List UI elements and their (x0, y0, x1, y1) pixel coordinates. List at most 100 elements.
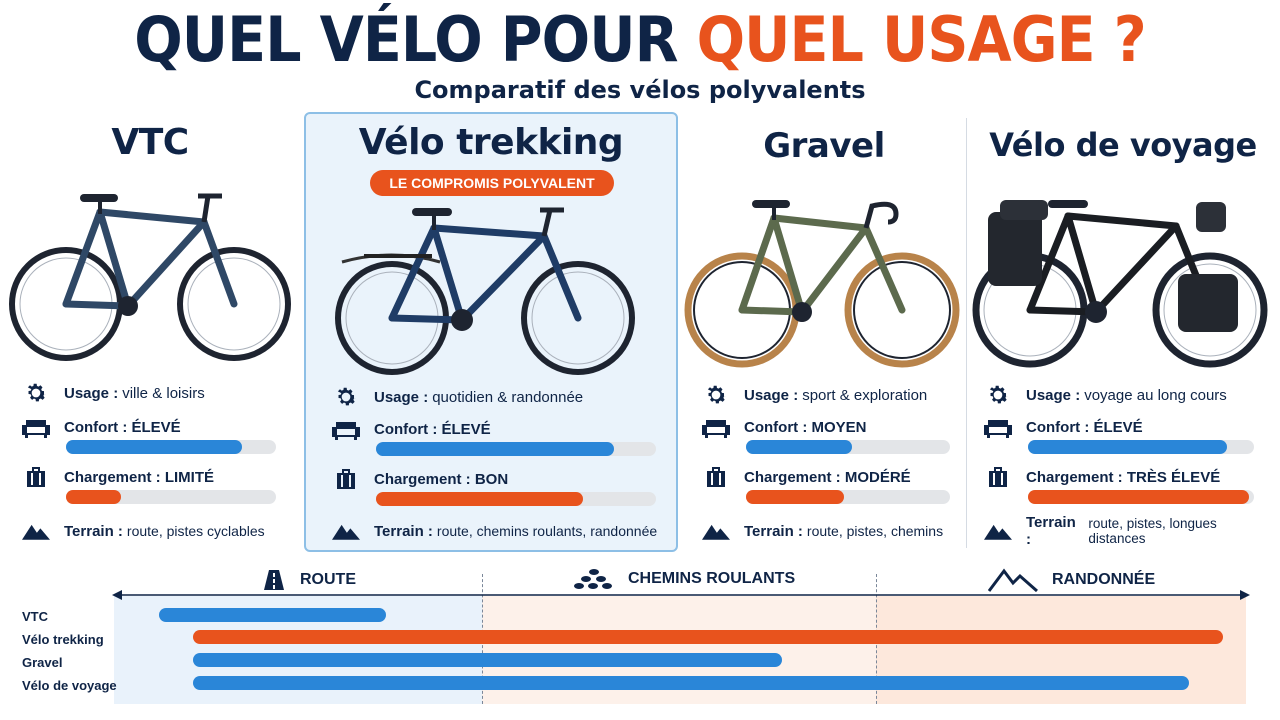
cargo-row: Chargement : BON (332, 468, 508, 490)
terrain-label: Terrain : (744, 522, 803, 540)
cargo-bar-fill (66, 490, 121, 504)
mountain-icon (702, 520, 730, 542)
usage-label: Usage : (64, 384, 119, 402)
usage-row: Usage : ville & loisirs (22, 382, 205, 404)
terrain-row-label: VTC (22, 609, 48, 624)
terrain-row-label: Vélo trekking (22, 632, 104, 647)
terrain-value: route, chemins roulants, randonnée (436, 523, 658, 539)
cargo-bar (376, 492, 656, 506)
comfort-bar (746, 440, 950, 454)
mountains-icon (988, 568, 1038, 592)
terrain-value: route, pistes, longues distances (1088, 516, 1217, 546)
bike-image-voyage (972, 200, 1268, 368)
zone-route-text: ROUTE (300, 571, 356, 588)
zone-chemins-text: CHEMINS ROULANTS (628, 570, 796, 587)
title-main: QUEL VÉLO POUR (134, 3, 678, 76)
comfort-bar-fill (376, 442, 614, 456)
sofa-icon (702, 416, 730, 438)
terrain-row: Terrain : route, pistes, chemins (702, 520, 943, 542)
comfort-bar-fill (66, 440, 243, 454)
terrain-row-label: Vélo de voyage (22, 678, 117, 693)
comfort-bar-fill (1028, 440, 1227, 454)
bike-card-voyage: Vélo de voyage Usage : voyage au long co… (970, 112, 1276, 552)
terrain-bar-trekking (193, 630, 1224, 644)
terrain-value: route, pistes cyclables (126, 523, 265, 539)
bike-card-trekking: Vélo trekking LE COMPROMIS POLYVALENT Us… (304, 112, 678, 552)
terrain-row-label: Gravel (22, 655, 63, 670)
usage-value: sport & exploration (802, 386, 928, 404)
comfort-bar (376, 442, 656, 456)
cargo-bar (746, 490, 950, 504)
usage-value: ville & loisirs (122, 384, 205, 402)
sofa-icon (22, 416, 50, 438)
scale-axis-arrow (112, 590, 1250, 600)
bike-title: Vélo trekking (358, 122, 624, 163)
terrain-label: Terrain : (374, 522, 433, 540)
usage-label: Usage : (374, 388, 429, 406)
terrain-bar-gravel (193, 653, 782, 667)
comfort-bar-fill (746, 440, 853, 454)
bike-card-gravel: Gravel Usage : sport & exploration Confo… (684, 112, 964, 552)
page-subtitle: Comparatif des vélos polyvalents (414, 76, 866, 104)
bike-image-trekking (335, 207, 635, 375)
zone-label-route: ROUTE (262, 568, 356, 592)
suitcase-icon (702, 466, 730, 488)
zone-label-chemins: CHEMINS ROULANTS (574, 568, 795, 590)
road-icon (264, 570, 284, 590)
badge-compromise: LE COMPROMIS POLYVALENT (370, 170, 614, 196)
comfort-row: Confort : ÉLEVÉ (984, 416, 1143, 438)
cargo-label: Chargement : BON (374, 470, 509, 488)
gear-icon (22, 382, 50, 404)
bike-title: Vélo de voyage (989, 126, 1257, 164)
suitcase-icon (332, 468, 360, 490)
zone-label-randonnee: RANDONNÉE (988, 568, 1155, 592)
usage-row: Usage : quotidien & randonnée (332, 386, 583, 408)
cargo-bar-fill (746, 490, 844, 504)
terrain-label: Terrain : (1026, 514, 1076, 548)
terrain-scale: ROUTE CHEMINS ROULANTS RANDONNÉE VTC Vél… (0, 566, 1280, 706)
terrain-row: Terrain : route, pistes, longues distanc… (984, 514, 1276, 548)
cargo-bar (66, 490, 276, 504)
usage-label: Usage : (744, 386, 799, 404)
cargo-bar (1028, 490, 1254, 504)
sofa-icon (984, 416, 1012, 438)
usage-row: Usage : sport & exploration (702, 384, 927, 406)
usage-label: Usage : (1026, 386, 1081, 404)
terrain-bar-voyage (193, 676, 1190, 690)
cargo-label: Chargement : TRÈS ÉLEVÉ (1026, 468, 1221, 486)
gear-icon (984, 384, 1012, 406)
gear-icon (702, 384, 730, 406)
comfort-row: Confort : ÉLEVÉ (332, 418, 491, 440)
page-title: QUEL VÉLO POUR QUEL USAGE ? (51, 2, 1229, 78)
terrain-row: Terrain : route, pistes cyclables (22, 520, 265, 542)
cargo-label: Chargement : LIMITÉ (64, 468, 215, 486)
gravel-icon (574, 569, 612, 589)
comfort-row: Confort : MOYEN (702, 416, 866, 438)
bike-image-vtc (9, 193, 291, 361)
comfort-label: Confort : ÉLEVÉ (64, 418, 181, 436)
terrain-bar-vtc (159, 608, 386, 622)
comfort-label: Confort : MOYEN (744, 418, 867, 436)
zone-randonnee-text: RANDONNÉE (1052, 571, 1156, 588)
bike-title: VTC (111, 122, 189, 163)
cargo-bar-fill (376, 492, 584, 506)
comfort-label: Confort : ÉLEVÉ (374, 420, 491, 438)
column-divider (966, 118, 967, 548)
cargo-row: Chargement : TRÈS ÉLEVÉ (984, 466, 1220, 488)
mountain-icon (332, 520, 360, 542)
cargo-row: Chargement : MODÉRÉ (702, 466, 911, 488)
bike-image-gravel (684, 200, 960, 368)
bike-card-vtc: VTC Usage : ville & loisirs Confort : ÉL… (0, 112, 300, 552)
comfort-bar (1028, 440, 1254, 454)
usage-row: Usage : voyage au long cours (984, 384, 1227, 406)
cargo-label: Chargement : MODÉRÉ (744, 468, 911, 486)
comfort-label: Confort : ÉLEVÉ (1026, 418, 1143, 436)
terrain-row: Terrain : route, chemins roulants, rando… (332, 520, 657, 542)
bike-title: Gravel (763, 126, 885, 166)
cargo-row: Chargement : LIMITÉ (22, 466, 214, 488)
terrain-value: route, pistes, chemins (806, 523, 944, 539)
terrain-label: Terrain : (64, 522, 123, 540)
comfort-row: Confort : ÉLEVÉ (22, 416, 181, 438)
suitcase-icon (22, 466, 50, 488)
mountain-icon (984, 520, 1012, 542)
